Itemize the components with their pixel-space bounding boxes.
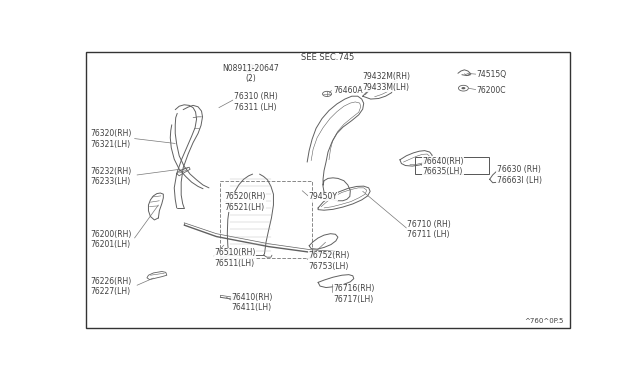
Text: 76320(RH)
76321(LH): 76320(RH) 76321(LH)	[90, 129, 131, 149]
Text: 76752(RH)
76753(LH): 76752(RH) 76753(LH)	[308, 251, 349, 270]
Text: 76232(RH)
76233(LH): 76232(RH) 76233(LH)	[90, 167, 131, 186]
Text: 76716(RH)
76717(LH): 76716(RH) 76717(LH)	[333, 284, 374, 304]
Text: 76200(RH)
76201(LH): 76200(RH) 76201(LH)	[90, 230, 131, 249]
Text: 79450Y: 79450Y	[308, 192, 337, 201]
Text: 76200C: 76200C	[477, 86, 506, 95]
Text: 76226(RH)
76227(LH): 76226(RH) 76227(LH)	[90, 277, 131, 296]
Text: 79432M(RH)
79433M(LH): 79432M(RH) 79433M(LH)	[363, 72, 411, 92]
Circle shape	[461, 87, 465, 89]
Text: 76460A: 76460A	[333, 86, 363, 95]
Text: 76310 (RH)
76311 (LH): 76310 (RH) 76311 (LH)	[234, 92, 278, 112]
Text: 74515Q: 74515Q	[477, 70, 507, 79]
Text: N08911-20647
(2): N08911-20647 (2)	[223, 64, 280, 83]
Text: 76630 (RH)
76663I (LH): 76630 (RH) 76663I (LH)	[497, 165, 541, 185]
Text: N: N	[247, 65, 253, 71]
FancyBboxPatch shape	[415, 157, 489, 173]
Text: 76510(RH)
76511(LH): 76510(RH) 76511(LH)	[214, 248, 255, 268]
Text: 76640(RH)
76635(LH): 76640(RH) 76635(LH)	[422, 157, 464, 176]
Bar	[220, 181, 312, 258]
Text: 76520(RH)
76521(LH): 76520(RH) 76521(LH)	[224, 192, 265, 212]
Text: ^760^0P.5: ^760^0P.5	[524, 318, 564, 324]
Text: SEE SEC.745: SEE SEC.745	[301, 53, 354, 62]
Text: 76410(RH)
76411(LH): 76410(RH) 76411(LH)	[231, 293, 273, 312]
Text: 76710 (RH)
76711 (LH): 76710 (RH) 76711 (LH)	[408, 220, 451, 239]
